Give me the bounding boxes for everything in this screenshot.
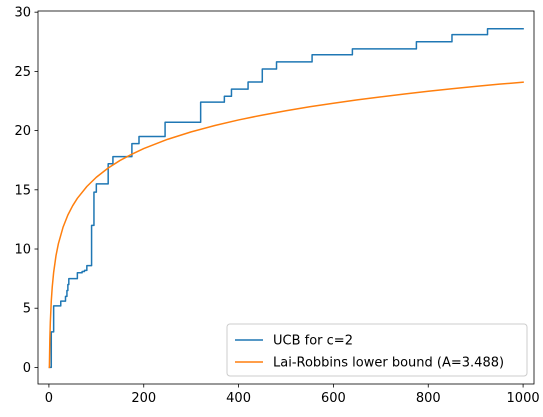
plot-area: [38, 11, 534, 384]
axes-layer: 0 200 400 600 800 1000 0 5 10 15 20 25 30: [14, 6, 539, 406]
x-tick-label: 0: [45, 391, 53, 406]
legend: UCB for c=2 Lai-Robbins lower bound (A=3.…: [226, 323, 528, 377]
y-tick-label: 20: [14, 124, 31, 139]
legend-box: [226, 323, 528, 377]
x-tick-label: 200: [131, 391, 156, 406]
x-tick-label: 400: [226, 391, 251, 406]
y-tick-label: 5: [23, 302, 31, 317]
axes-frame: [37, 10, 535, 385]
series-layer: [48, 28, 524, 369]
y-tick-label: 10: [14, 243, 31, 258]
legend-label-ucb: UCB for c=2: [273, 334, 353, 349]
series-line-ucb: [48, 28, 524, 369]
series-line-lai-robbins: [48, 81, 524, 369]
y-tick-label: 15: [14, 183, 31, 198]
legend-label-lai-robbins: Lai-Robbins lower bound (A=3.488): [273, 356, 504, 371]
plot-background: [38, 11, 534, 384]
y-tick-label: 0: [23, 361, 31, 376]
x-tick-label: 800: [416, 391, 441, 406]
y-tick-label: 25: [14, 65, 31, 80]
y-tick-label: 30: [14, 6, 31, 21]
x-tick-label: 600: [321, 391, 346, 406]
x-tick-label: 1000: [507, 391, 540, 406]
